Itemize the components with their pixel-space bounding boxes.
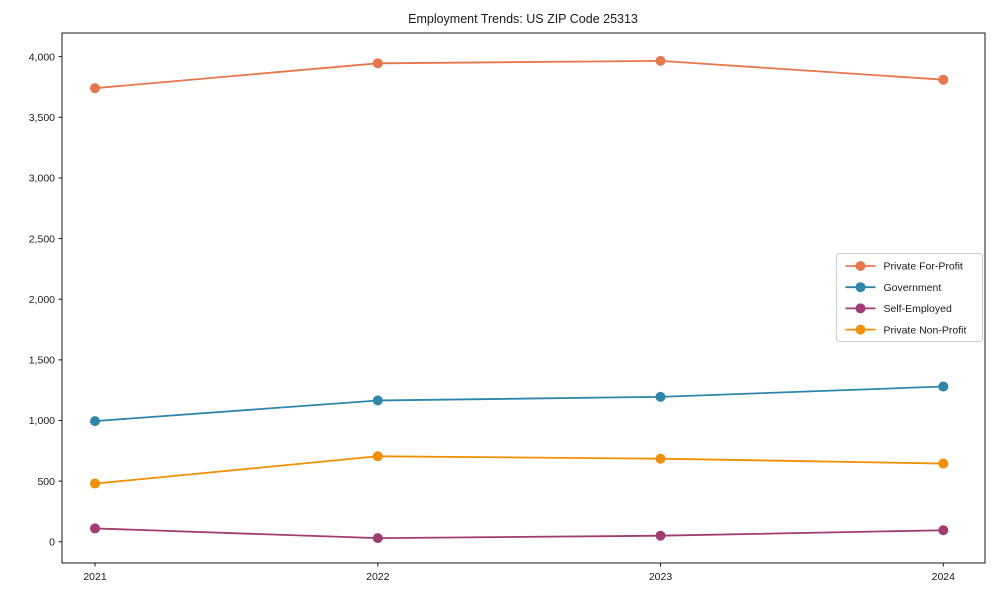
- x-tick-label: 2021: [83, 571, 107, 583]
- legend-label-private-for-profit: Private For-Profit: [884, 261, 963, 273]
- data-point-government-2024: [938, 381, 949, 392]
- y-tick-label: 2,000: [29, 294, 55, 306]
- data-point-self-employed-2024: [938, 525, 949, 536]
- data-point-private-for-profit-2021: [90, 83, 100, 94]
- legend-item-private-non-profit: Private Non-Profit: [845, 324, 967, 336]
- data-point-private-non-profit-2023: [655, 453, 666, 464]
- series-private-non-profit: [90, 451, 949, 489]
- series-self-employed: [90, 523, 949, 544]
- legend-marker-self-employed: [855, 303, 866, 314]
- legend-item-self-employed: Self-Employed: [845, 303, 952, 315]
- legend-label-private-non-profit: Private Non-Profit: [884, 324, 967, 336]
- data-point-private-non-profit-2022: [372, 451, 383, 462]
- x-tick-label: 2022: [366, 571, 390, 583]
- x-tick-label: 2024: [932, 571, 956, 583]
- series-government: [90, 381, 949, 427]
- legend-box: [836, 253, 983, 342]
- legend-label-self-employed: Self-Employed: [884, 303, 952, 315]
- y-tick-label: 0: [49, 536, 55, 548]
- legend: Private For-Profit Government Self-Employe…: [836, 253, 983, 342]
- y-tick-label: 3,500: [29, 112, 55, 124]
- series-line-self-employed: [94, 527, 945, 540]
- plot-border: [61, 32, 986, 564]
- legend-label-government: Government: [884, 282, 942, 294]
- data-point-government-2021: [90, 416, 100, 427]
- y-tick-label: 4,000: [29, 51, 55, 63]
- data-point-private-non-profit-2021: [90, 478, 100, 489]
- y-tick-label: 3,000: [29, 173, 55, 185]
- data-point-government-2023: [655, 391, 666, 402]
- data-point-private-for-profit-2024: [938, 74, 949, 85]
- y-tick-label: 1,500: [29, 355, 55, 367]
- data-point-self-employed-2022: [372, 533, 383, 544]
- legend-marker-private-for-profit: [855, 261, 866, 271]
- data-point-private-for-profit-2023: [655, 55, 666, 66]
- x-tick-label: 2023: [649, 571, 673, 583]
- series-line-private-non-profit: [94, 455, 945, 485]
- data-point-government-2022: [372, 395, 383, 406]
- data-point-self-employed-2023: [655, 530, 666, 541]
- legend-marker-government: [855, 282, 866, 293]
- y-tick-label: 1,000: [29, 415, 55, 427]
- series-line-private-for-profit: [94, 59, 945, 90]
- legend-marker-private-non-profit: [855, 324, 866, 335]
- series-private-for-profit: [90, 55, 949, 94]
- chart-title: Employment Trends: US ZIP Code 25313: [408, 12, 638, 26]
- series-line-government: [94, 385, 945, 423]
- legend-item-government: Government: [845, 282, 942, 294]
- y-tick-label: 500: [37, 476, 55, 488]
- data-point-private-non-profit-2024: [938, 458, 949, 469]
- data-point-self-employed-2021: [90, 523, 100, 534]
- legend-item-private-for-profit: Private For-Profit: [845, 261, 963, 273]
- plot-area: 0 500 1,000 1,500 2,000 2,500 3,000 3,500 4,000 2…: [29, 32, 986, 583]
- y-tick-label: 2,500: [29, 233, 55, 245]
- data-point-private-for-profit-2022: [372, 58, 383, 69]
